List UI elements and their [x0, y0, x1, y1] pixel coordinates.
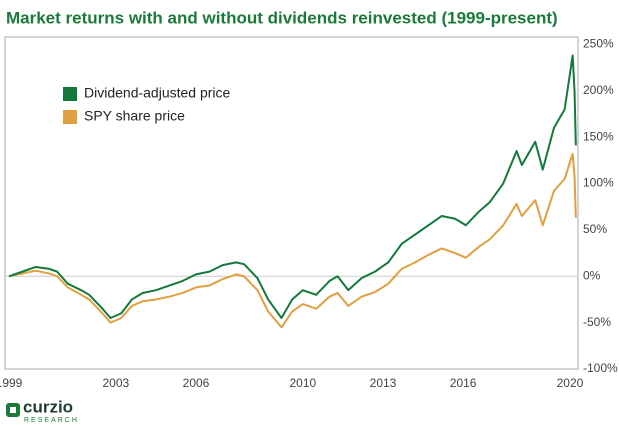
x-tick-label: 2010: [290, 376, 317, 390]
plot-frame: [4, 36, 579, 370]
logo-icon-inner: [10, 407, 16, 413]
legend-label: Dividend-adjusted price: [84, 85, 231, 101]
chart-title: Market returns with and without dividend…: [6, 8, 558, 27]
series-line: [8, 152, 577, 329]
y-tick-label: -100%: [583, 361, 618, 375]
y-tick-label: 150%: [583, 129, 614, 143]
y-tick-label: 250%: [583, 37, 614, 51]
x-tick-label: 2013: [370, 376, 397, 390]
y-tick-label: -50%: [583, 315, 611, 329]
y-tick-label: 100%: [583, 176, 614, 190]
x-tick-label: 2016: [450, 376, 477, 390]
y-tick-label: 0%: [583, 268, 601, 282]
logo-tagline: RESEARCH: [24, 417, 79, 424]
logo: curzio RESEARCH: [6, 397, 79, 424]
x-tick-label: 2003: [103, 376, 130, 390]
legend-swatch: [63, 87, 77, 101]
legend-label: SPY share price: [84, 108, 185, 124]
y-tick-label: 50%: [583, 222, 607, 236]
x-tick-label: 2006: [183, 376, 210, 390]
logo-name: curzio: [23, 397, 73, 416]
y-tick-label: 200%: [583, 83, 614, 97]
series-line: [8, 54, 577, 319]
x-tick-label: 2020: [557, 376, 584, 390]
legend-swatch: [63, 110, 77, 124]
x-tick-label: 1999: [0, 376, 23, 390]
